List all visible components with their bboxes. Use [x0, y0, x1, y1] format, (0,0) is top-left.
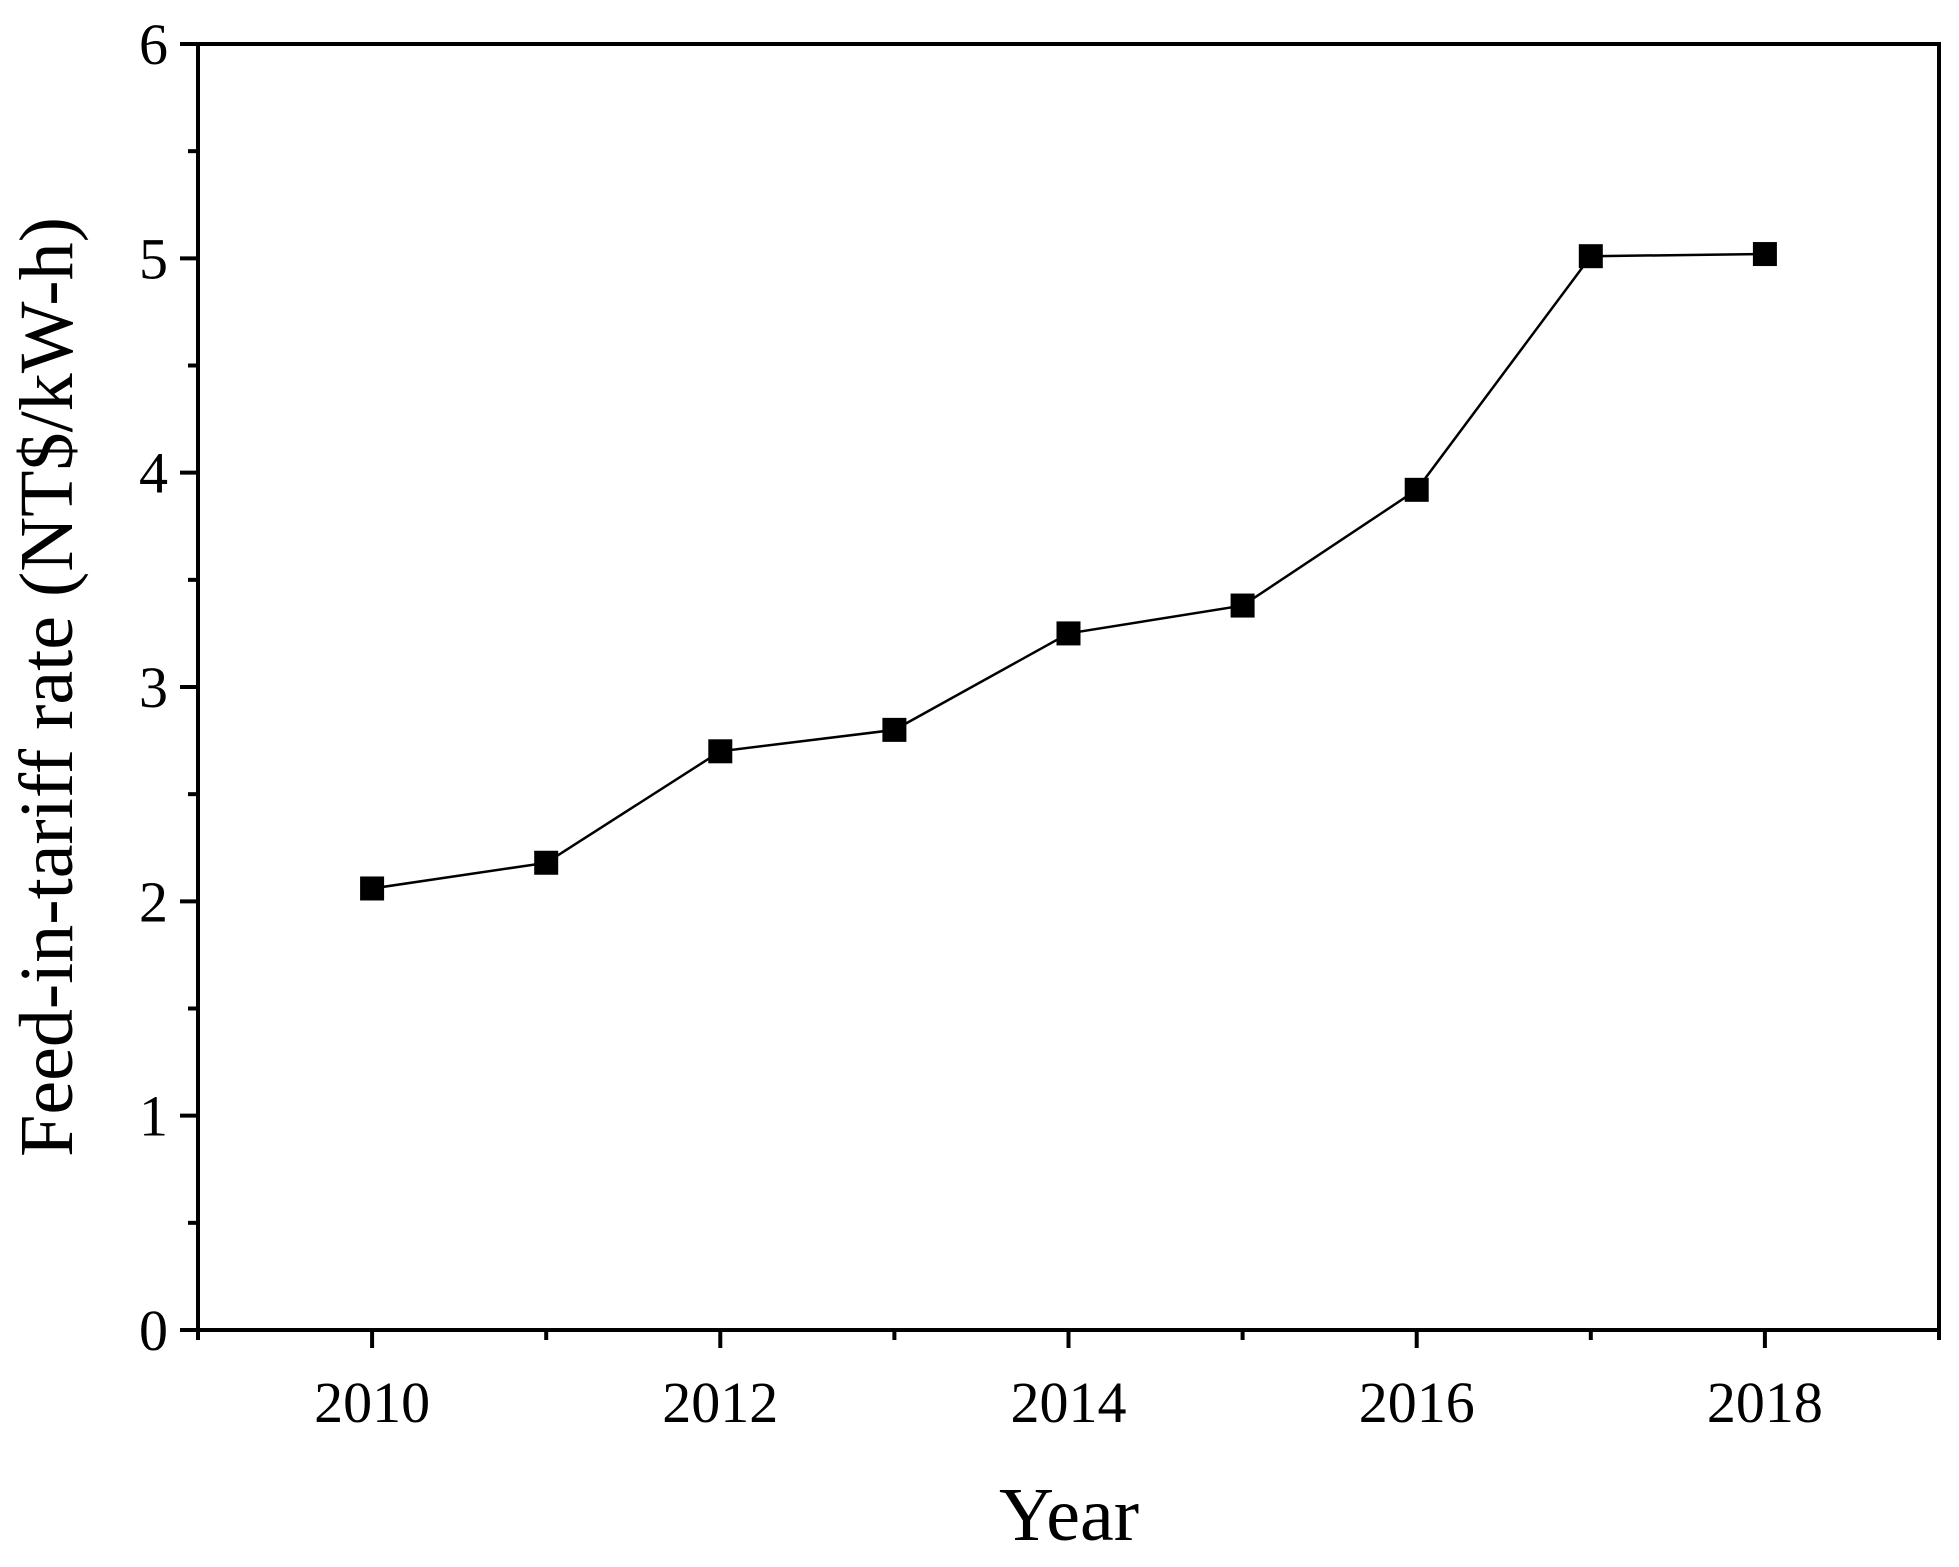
y-tick-label: 6 — [139, 12, 168, 77]
data-point — [1752, 242, 1777, 267]
y-tick-label: 5 — [139, 226, 168, 291]
y-axis-title: Feed-in-tariff rate (NT$/kW-h) — [5, 217, 89, 1157]
data-point — [360, 876, 385, 901]
x-tick-label: 2018 — [1707, 1370, 1823, 1435]
x-axis: 2010 2012 2014 2016 2018 — [196, 1330, 1941, 1435]
series-markers-group — [360, 242, 1777, 901]
y-tick-label: 3 — [139, 655, 168, 720]
y-tick-label: 4 — [139, 441, 168, 506]
x-axis-title: Year — [999, 1473, 1139, 1557]
y-tick-label: 2 — [139, 869, 168, 934]
data-point — [1056, 621, 1081, 646]
data-point — [708, 739, 733, 764]
x-tick-label: 2016 — [1359, 1370, 1475, 1435]
x-tick-label: 2014 — [1011, 1370, 1127, 1435]
y-tick-label: 1 — [139, 1084, 168, 1149]
plot-frame — [196, 42, 1941, 1332]
data-point — [1230, 593, 1255, 618]
series-line-group — [371, 252, 1765, 890]
y-axis: 0 1 2 3 4 5 6 — [139, 12, 198, 1363]
data-point — [1404, 477, 1429, 502]
data-point — [882, 717, 907, 742]
y-tick-label: 0 — [139, 1298, 168, 1363]
x-tick-label: 2010 — [314, 1370, 430, 1435]
data-point — [534, 850, 559, 875]
data-point — [1578, 244, 1603, 269]
x-tick-label: 2012 — [662, 1370, 778, 1435]
series-line — [371, 252, 1765, 890]
